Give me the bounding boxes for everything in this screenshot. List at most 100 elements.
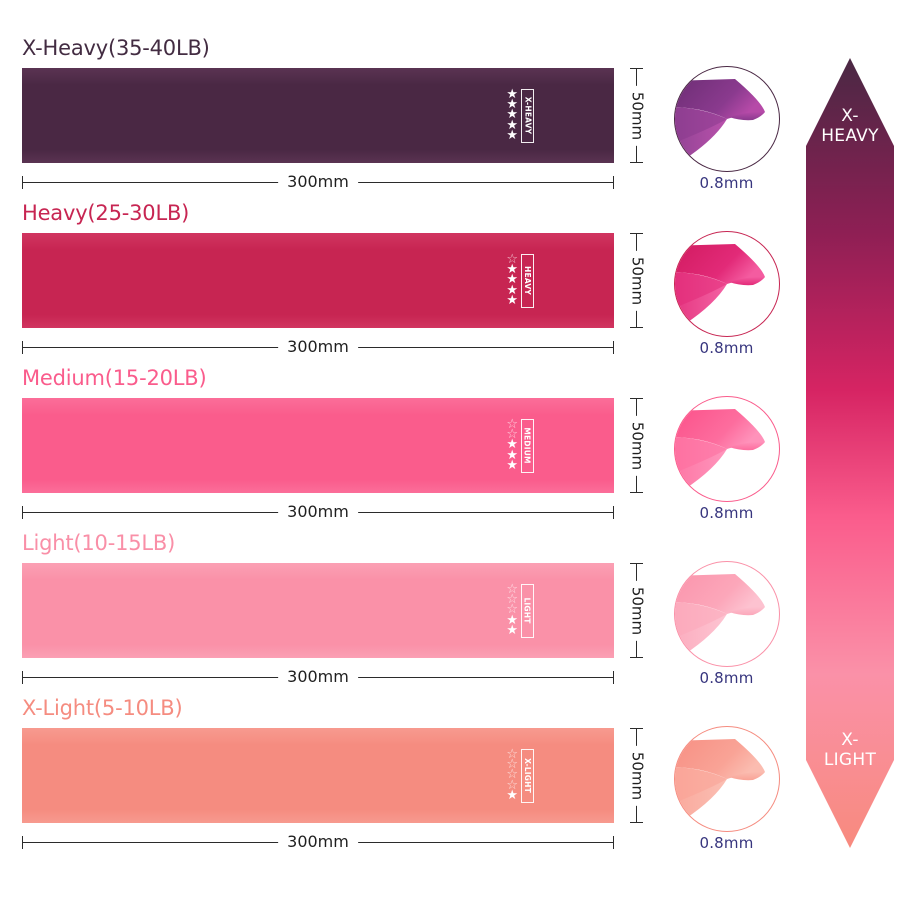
thickness-magnifier-circle-medium: [674, 396, 780, 502]
arrow-top-label-line1: X-: [841, 106, 859, 126]
star-rating-x-light: ☆ ☆ ☆ ☆ ★: [506, 747, 518, 803]
arrow-top-label: X- HEAVY: [806, 106, 894, 146]
star-filled-icon: ★: [506, 97, 518, 113]
star-filled-icon: ★: [506, 787, 518, 803]
thickness-detail-x-light: 0.8mm: [664, 720, 789, 885]
length-dimension-label: 300mm: [278, 501, 358, 523]
dimension-cap-bottom: [630, 822, 643, 823]
band-row-heavy: Heavy(25-30LB) ☆ ★ ★ ★ ★ HEAVY 300mm 50mm: [0, 203, 660, 368]
width-dimension-heavy: 50mm: [624, 233, 650, 328]
dimension-cap-left: [22, 341, 23, 354]
width-dimension-label: 50mm: [628, 580, 647, 641]
band-fold-illustration-x-light: [675, 739, 765, 822]
thickness-label-medium: 0.8mm: [699, 504, 754, 522]
band-fold-illustration-light: [675, 574, 765, 657]
thickness-magnifier-circle-heavy: [674, 231, 780, 337]
width-dimension-label: 50mm: [628, 745, 647, 806]
band-marking-x-light: ☆ ☆ ☆ ☆ ★ X-LIGHT: [506, 740, 534, 812]
width-dimension-medium: 50mm: [624, 398, 650, 493]
width-dimension-label: 50mm: [628, 85, 647, 146]
star-filled-icon: ★: [506, 457, 518, 473]
thickness-label-heavy: 0.8mm: [699, 339, 754, 357]
resistance-scale-arrow-shape: [806, 58, 894, 848]
band-tag-text-medium: MEDIUM: [523, 427, 533, 464]
resistance-band-light: ☆ ☆ ☆ ★ ★ LIGHT: [22, 563, 614, 658]
star-outline-icon: ☆: [506, 417, 518, 433]
star-filled-icon: ★: [506, 117, 518, 133]
length-dimension-x-heavy: 300mm: [22, 171, 614, 195]
thickness-detail-light: 0.8mm: [664, 555, 789, 720]
band-marking-x-heavy: ★ ★ ★ ★ ★ X-HEAVY: [506, 80, 534, 152]
length-dimension-label: 300mm: [278, 336, 358, 358]
thickness-detail-x-heavy: 0.8mm: [664, 60, 789, 225]
band-fold-illustration-heavy: [675, 244, 765, 327]
star-outline-icon: ☆: [506, 252, 518, 268]
star-outline-icon: ☆: [506, 592, 518, 608]
band-fold-illustration-medium: [675, 409, 765, 492]
star-outline-icon: ☆: [506, 747, 518, 763]
width-dimension-x-heavy: 50mm: [624, 68, 650, 163]
arrow-bottom-label-line1: X-: [841, 730, 859, 750]
dimension-cap-top: [630, 68, 643, 69]
band-title-x-light: X-Light(5-10LB): [22, 696, 183, 720]
dimension-cap-left: [22, 176, 23, 189]
star-rating-x-heavy: ★ ★ ★ ★ ★: [506, 87, 518, 143]
dimension-cap-right: [613, 506, 614, 519]
dimension-cap-top: [630, 233, 643, 234]
star-filled-icon: ★: [506, 127, 518, 143]
thickness-detail-heavy: 0.8mm: [664, 225, 789, 390]
band-row-medium: Medium(15-20LB) ☆ ☆ ★ ★ ★ MEDIUM 300mm 50mm: [0, 368, 660, 533]
band-title-heavy: Heavy(25-30LB): [22, 201, 190, 225]
star-outline-icon: ☆: [506, 757, 518, 773]
star-outline-icon: ☆: [506, 602, 518, 618]
length-dimension-heavy: 300mm: [22, 336, 614, 360]
band-tag-x-heavy: X-HEAVY: [521, 88, 534, 143]
band-tag-text-x-light: X-LIGHT: [523, 758, 532, 793]
star-filled-icon: ★: [506, 622, 518, 638]
band-tag-text-heavy: HEAVY: [523, 266, 532, 295]
length-dimension-label: 300mm: [278, 171, 358, 193]
width-dimension-label: 50mm: [628, 415, 647, 476]
width-dimension-label: 50mm: [628, 250, 647, 311]
band-row-x-heavy: X-Heavy(35-40LB) ★ ★ ★ ★ ★ X-HEAVY 300mm 50mm: [0, 38, 660, 203]
star-filled-icon: ★: [506, 447, 518, 463]
star-filled-icon: ★: [506, 282, 518, 298]
dimension-cap-right: [613, 671, 614, 684]
resistance-band-medium: ☆ ☆ ★ ★ ★ MEDIUM: [22, 398, 614, 493]
thickness-magnifier-circle-x-heavy: [674, 66, 780, 172]
length-dimension-x-light: 300mm: [22, 831, 614, 855]
dimension-cap-bottom: [630, 162, 643, 163]
resistance-band-x-heavy: ★ ★ ★ ★ ★ X-HEAVY: [22, 68, 614, 163]
band-fold-illustration-x-heavy: [675, 79, 765, 162]
band-title-x-heavy: X-Heavy(35-40LB): [22, 36, 210, 60]
resistance-scale-arrow: X- HEAVY X- LIGHT: [806, 58, 894, 848]
arrow-top-label-line2: HEAVY: [821, 126, 879, 146]
star-outline-icon: ☆: [506, 767, 518, 783]
star-filled-icon: ★: [506, 612, 518, 628]
band-tag-light: LIGHT: [521, 583, 534, 638]
star-filled-icon: ★: [506, 107, 518, 123]
thickness-label-x-heavy: 0.8mm: [699, 174, 754, 192]
star-filled-icon: ★: [506, 272, 518, 288]
star-outline-icon: ☆: [506, 777, 518, 793]
thickness-label-light: 0.8mm: [699, 669, 754, 687]
star-filled-icon: ★: [506, 87, 518, 103]
star-filled-icon: ★: [506, 437, 518, 453]
dimension-cap-top: [630, 398, 643, 399]
arrow-bottom-label-line2: LIGHT: [823, 750, 877, 770]
thickness-label-x-light: 0.8mm: [699, 834, 754, 852]
thickness-detail-medium: 0.8mm: [664, 390, 789, 555]
star-rating-light: ☆ ☆ ☆ ★ ★: [506, 582, 518, 638]
length-dimension-light: 300mm: [22, 666, 614, 690]
dimension-cap-bottom: [630, 492, 643, 493]
resistance-band-heavy: ☆ ★ ★ ★ ★ HEAVY: [22, 233, 614, 328]
length-dimension-medium: 300mm: [22, 501, 614, 525]
dimension-cap-bottom: [630, 327, 643, 328]
band-marking-light: ☆ ☆ ☆ ★ ★ LIGHT: [506, 575, 534, 647]
arrow-bottom-label: X- LIGHT: [806, 730, 894, 770]
band-tag-medium: MEDIUM: [521, 418, 534, 473]
length-dimension-label: 300mm: [278, 831, 358, 853]
star-outline-icon: ☆: [506, 582, 518, 598]
band-title-medium: Medium(15-20LB): [22, 366, 207, 390]
dimension-cap-bottom: [630, 657, 643, 658]
